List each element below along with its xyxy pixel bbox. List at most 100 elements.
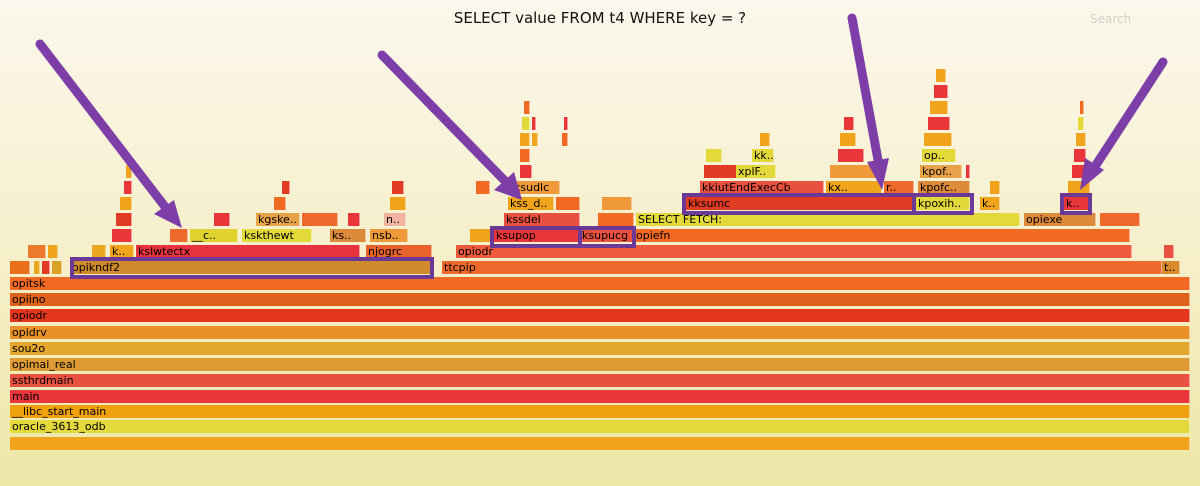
flame-frame[interactable]	[556, 197, 580, 210]
flame-frame[interactable]	[170, 229, 188, 242]
flame-frame[interactable]	[598, 213, 634, 226]
flame-frame-kssdel[interactable]: kssdel	[504, 213, 580, 226]
flame-frame[interactable]	[282, 181, 290, 194]
flame-frame-kssd[interactable]: kss_d..	[508, 197, 554, 210]
flame-frame[interactable]	[28, 245, 46, 258]
flame-frame---libc-start-main[interactable]: __libc_start_main	[10, 405, 1190, 418]
flame-frame[interactable]	[522, 117, 530, 130]
flame-frame-op[interactable]: op..	[922, 149, 956, 162]
flame-frame-kskthewt[interactable]: kskthewt	[242, 229, 312, 242]
flame-frame-c[interactable]: __c..	[190, 229, 238, 242]
flame-frame-k[interactable]: k..	[980, 197, 1000, 210]
flame-frame[interactable]	[930, 101, 948, 114]
flame-frame[interactable]	[1080, 101, 1084, 114]
flame-frame[interactable]	[966, 165, 970, 178]
flame-frame[interactable]	[1078, 117, 1084, 130]
flame-frame[interactable]	[562, 133, 568, 146]
flame-frame-r[interactable]: r..	[884, 181, 914, 194]
flame-frame[interactable]	[392, 181, 404, 194]
flame-frame[interactable]	[120, 197, 132, 210]
flame-frame[interactable]	[42, 261, 50, 274]
flame-frame-kx[interactable]: kx..	[826, 181, 882, 194]
flame-frame-main[interactable]: main	[10, 390, 1190, 403]
flame-frame-ttcpip[interactable]: ttcpip	[442, 261, 1162, 274]
flame-frame[interactable]	[760, 133, 770, 146]
flame-frame[interactable]	[928, 117, 950, 130]
flame-frame[interactable]	[112, 229, 132, 242]
flame-frame-opikndf2[interactable]: opikndf2	[70, 261, 432, 274]
flame-frame[interactable]	[936, 69, 946, 82]
flame-frame-t[interactable]: t..	[1162, 261, 1180, 274]
flame-frame[interactable]	[520, 133, 530, 146]
flame-frame-opimai-real[interactable]: opimai_real	[10, 358, 1190, 371]
flame-frame[interactable]	[532, 133, 538, 146]
flame-frame[interactable]	[706, 149, 722, 162]
flame-frame[interactable]	[1072, 165, 1086, 178]
flame-frame[interactable]	[348, 213, 360, 226]
flame-frame[interactable]	[34, 261, 40, 274]
flame-frame-select-fetch[interactable]: SELECT FETCH:	[636, 213, 1020, 226]
flame-frame-opiefn[interactable]: opiefn	[634, 229, 1130, 242]
flame-frame[interactable]	[214, 213, 230, 226]
flame-frame-opidrv[interactable]: opidrv	[10, 326, 1190, 339]
flame-frame[interactable]	[524, 101, 530, 114]
flame-frame[interactable]	[390, 197, 406, 210]
flame-frame-kkiutendexeccb[interactable]: kkiutEndExecCb	[700, 181, 824, 194]
flame-frame-opiodr[interactable]: opiodr	[10, 309, 1190, 322]
flame-frame-ksudlc[interactable]: ksudlc	[512, 181, 560, 194]
flame-frame[interactable]	[124, 181, 132, 194]
flame-frame[interactable]	[1074, 149, 1086, 162]
flame-frame[interactable]	[602, 197, 632, 210]
flame-frame-nsb[interactable]: nsb..	[370, 229, 408, 242]
flame-frame-opiexe[interactable]: opiexe	[1024, 213, 1096, 226]
flame-frame[interactable]	[48, 245, 58, 258]
flame-frame[interactable]	[1164, 245, 1174, 258]
flame-frame[interactable]	[52, 261, 62, 274]
flame-frame[interactable]	[10, 261, 30, 274]
flame-frame-kpof[interactable]: kpof..	[920, 165, 962, 178]
flame-frame-ssthrdmain[interactable]: ssthrdmain	[10, 374, 1190, 387]
flame-frame-oracle-3613-odb[interactable]: oracle_3613_odb	[10, 420, 1190, 433]
flame-frame[interactable]	[116, 213, 132, 226]
flame-frame-ks[interactable]: ks..	[330, 229, 366, 242]
flame-frame-xplf[interactable]: xplF..	[736, 165, 776, 178]
flame-frame[interactable]	[840, 133, 856, 146]
flame-frame[interactable]	[990, 181, 1000, 194]
flame-frame[interactable]	[470, 229, 494, 242]
flame-frame[interactable]	[92, 245, 106, 258]
flame-frame-kksumc[interactable]: kksumc	[686, 197, 914, 210]
flame-frame[interactable]	[274, 197, 286, 210]
flame-frame[interactable]	[924, 133, 952, 146]
flame-frame[interactable]	[934, 85, 948, 98]
flame-frame-ksupop[interactable]: ksupop	[494, 229, 580, 242]
flame-frame[interactable]	[302, 213, 338, 226]
flame-frame-kgske[interactable]: kgske..	[256, 213, 300, 226]
flame-frame[interactable]	[844, 117, 854, 130]
flame-frame[interactable]	[838, 149, 864, 162]
flame-frame-root[interactable]	[10, 437, 1190, 450]
flame-frame-kpofc[interactable]: kpofc..	[918, 181, 970, 194]
flame-frame-ksupucg[interactable]: ksupucg	[580, 229, 634, 242]
search-button[interactable]: Search	[1090, 12, 1132, 26]
flame-frame-njogrc[interactable]: njogrc	[366, 245, 432, 258]
flame-frame-kslwtectx[interactable]: kslwtectx	[136, 245, 360, 258]
flame-frame-opiodr[interactable]: opiodr	[456, 245, 1132, 258]
flame-frame-sou2o[interactable]: sou2o	[10, 342, 1190, 355]
flame-frame[interactable]	[476, 181, 490, 194]
flame-frame[interactable]	[830, 165, 880, 178]
flame-frame[interactable]	[1068, 181, 1090, 194]
flame-frame-opiino[interactable]: opiino	[10, 293, 1190, 306]
flame-frame[interactable]	[1076, 133, 1086, 146]
flame-frame-k[interactable]: k..	[1064, 197, 1090, 210]
flame-frame-n[interactable]: n..	[384, 213, 406, 226]
flame-frame[interactable]	[564, 117, 568, 130]
flame-frame[interactable]	[126, 165, 132, 178]
flame-frame-kpoxih[interactable]: kpoxih..	[916, 197, 970, 210]
flame-frame[interactable]	[520, 165, 532, 178]
flame-frame[interactable]	[532, 117, 536, 130]
flame-frame[interactable]	[1100, 213, 1140, 226]
flame-frame-kk[interactable]: kk..	[752, 149, 774, 162]
flame-frame[interactable]	[520, 149, 530, 162]
flame-frame-k[interactable]: k..	[110, 245, 134, 258]
flame-frame-opitsk[interactable]: opitsk	[10, 277, 1190, 290]
